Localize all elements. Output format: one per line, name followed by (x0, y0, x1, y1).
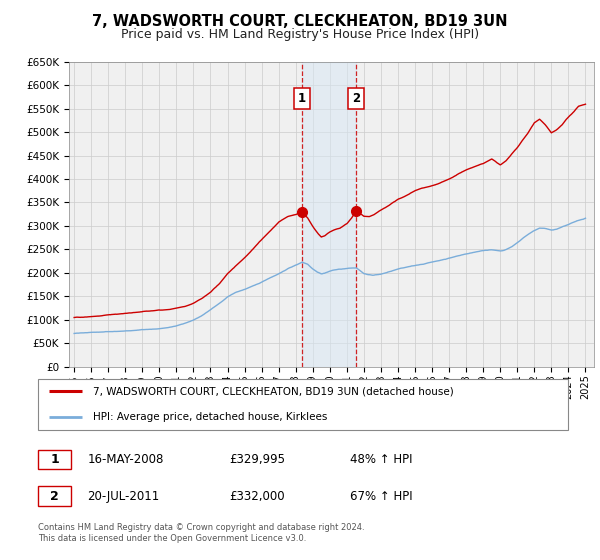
FancyBboxPatch shape (38, 450, 71, 469)
Text: 67% ↑ HPI: 67% ↑ HPI (350, 489, 412, 503)
Text: 48% ↑ HPI: 48% ↑ HPI (350, 453, 412, 466)
Text: 2: 2 (352, 92, 360, 105)
Text: 20-JUL-2011: 20-JUL-2011 (88, 489, 160, 503)
Text: 7, WADSWORTH COURT, CLECKHEATON, BD19 3UN (detached house): 7, WADSWORTH COURT, CLECKHEATON, BD19 3U… (93, 386, 454, 396)
Text: Price paid vs. HM Land Registry's House Price Index (HPI): Price paid vs. HM Land Registry's House … (121, 28, 479, 41)
Bar (302, 62, 356, 367)
Text: 7, WADSWORTH COURT, CLECKHEATON, BD19 3UN: 7, WADSWORTH COURT, CLECKHEATON, BD19 3U… (92, 14, 508, 29)
Text: 16-MAY-2008: 16-MAY-2008 (88, 453, 164, 466)
Text: £332,000: £332,000 (230, 489, 285, 503)
Text: 1: 1 (298, 92, 306, 105)
Text: HPI: Average price, detached house, Kirklees: HPI: Average price, detached house, Kirk… (93, 412, 328, 422)
Text: 2: 2 (50, 489, 59, 503)
Text: Contains HM Land Registry data © Crown copyright and database right 2024.
This d: Contains HM Land Registry data © Crown c… (38, 523, 365, 543)
Text: £329,995: £329,995 (230, 453, 286, 466)
Text: 1: 1 (50, 453, 59, 466)
FancyBboxPatch shape (38, 487, 71, 506)
FancyBboxPatch shape (38, 379, 568, 430)
